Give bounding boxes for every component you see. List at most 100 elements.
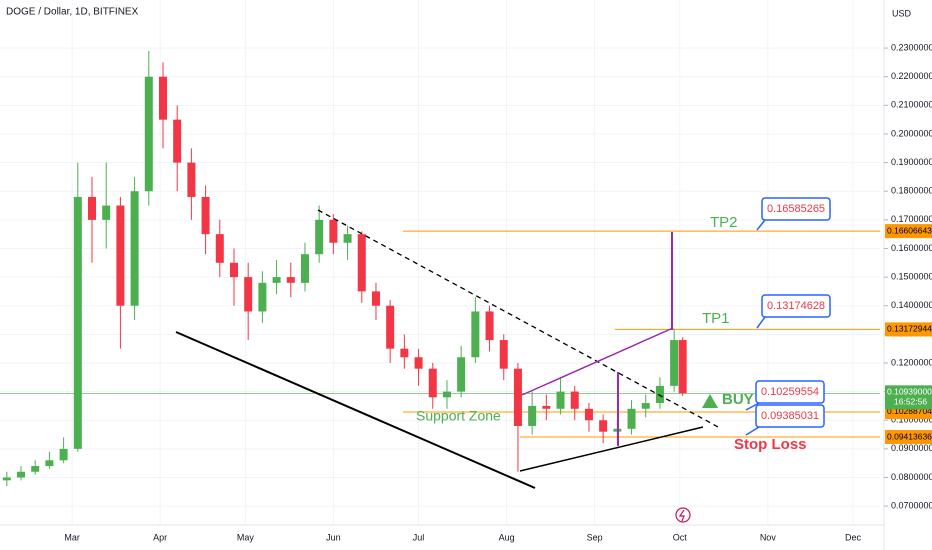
candle-body	[272, 277, 281, 283]
last-price-label: 0.10939000	[887, 387, 932, 397]
candle-body	[45, 460, 54, 467]
candle-body	[471, 311, 480, 358]
callout-box	[761, 197, 831, 221]
candle-body	[329, 219, 338, 243]
candle-body	[442, 391, 451, 398]
candle-body	[300, 254, 309, 283]
callout-box	[761, 294, 831, 318]
event-icon-bolt	[678, 509, 685, 522]
candle-body	[144, 76, 153, 192]
candle-body	[59, 448, 68, 461]
candle-body	[158, 76, 167, 120]
candle-body	[584, 408, 593, 421]
level-tag	[885, 430, 932, 445]
candle-body	[570, 391, 579, 409]
callout-value: 0.16585265	[767, 203, 825, 215]
x-tick-label: Jun	[326, 532, 341, 542]
buy-arrow	[702, 394, 718, 408]
levels	[0, 230, 880, 438]
last-price-tag	[885, 385, 932, 410]
candle-body	[670, 340, 679, 386]
candle-body	[343, 234, 352, 243]
callout-box	[755, 380, 825, 404]
candle-body	[499, 340, 508, 369]
callout-value: 0.09385031	[761, 410, 819, 422]
candle-body	[229, 262, 238, 278]
trendline	[175, 331, 536, 489]
callouts: 0.16585265 0.13174628 0.10259554 0.09385031	[745, 197, 831, 436]
candle-body	[31, 466, 40, 472]
candle-body	[258, 282, 267, 312]
chart-title: DOGE / Dollar, 1D, BITFINEX	[6, 7, 139, 18]
candles	[2, 50, 687, 487]
candle-body	[88, 196, 97, 220]
candle-body	[599, 420, 608, 432]
tp1-label: TP1	[702, 310, 730, 327]
candle-body	[414, 357, 423, 369]
level-tag	[885, 224, 932, 239]
candle-body	[357, 234, 366, 292]
level-tag-label: 0.10288704	[887, 406, 932, 416]
candle-body	[102, 205, 111, 220]
buy-label: BUY	[722, 391, 754, 408]
callout-pointer	[756, 219, 766, 231]
level-tag	[885, 322, 932, 337]
candle-body	[513, 368, 522, 426]
candle-body	[485, 311, 494, 341]
countdown: 16:52:56	[894, 397, 927, 407]
candle-body	[457, 357, 466, 392]
axis: Mar Apr May Jun Jul Aug Sep Oct Nov Dec 0.0700000 0…	[64, 42, 932, 542]
candle-body	[73, 196, 82, 449]
candle-body	[116, 205, 125, 306]
level-tag-label: 0.16606643	[887, 225, 932, 235]
x-tick-label: Nov	[760, 532, 777, 542]
candle-body	[542, 405, 551, 409]
callout-value: 0.10259554	[761, 386, 819, 398]
candle-body	[428, 368, 437, 398]
callout-value: 0.13174628	[767, 300, 825, 312]
level-tag-label: 0.09413636	[887, 431, 932, 441]
x-tick-label: Dec	[845, 532, 862, 542]
x-tick-label: Sep	[587, 532, 603, 542]
callout-pointer	[745, 426, 760, 436]
x-tick-label: Mar	[64, 532, 80, 542]
support-zone-label: Support Zone	[416, 408, 501, 424]
x-tick-label: Apr	[153, 532, 167, 542]
trendline	[519, 426, 704, 472]
candle-body	[528, 405, 537, 426]
drawings	[175, 209, 721, 523]
grid	[0, 0, 880, 525]
candle-body	[187, 162, 196, 197]
candle-body	[201, 196, 210, 235]
level-tag-label: 0.13172944	[887, 324, 932, 334]
tp2-label: TP2	[710, 214, 738, 231]
channel-line	[521, 327, 674, 396]
callout-pointer	[756, 316, 766, 329]
event-icon	[675, 507, 691, 523]
candle-body	[371, 291, 380, 306]
trendline-dashed	[317, 209, 721, 429]
candle-body	[400, 348, 409, 358]
callout-box	[755, 404, 825, 428]
candle-body	[627, 408, 636, 429]
x-tick-label: Jul	[413, 532, 425, 542]
candle-body	[173, 119, 182, 163]
candle-body	[386, 305, 395, 349]
candle-body	[556, 391, 565, 409]
x-tick-label: May	[237, 532, 255, 542]
currency: USD	[892, 8, 912, 18]
